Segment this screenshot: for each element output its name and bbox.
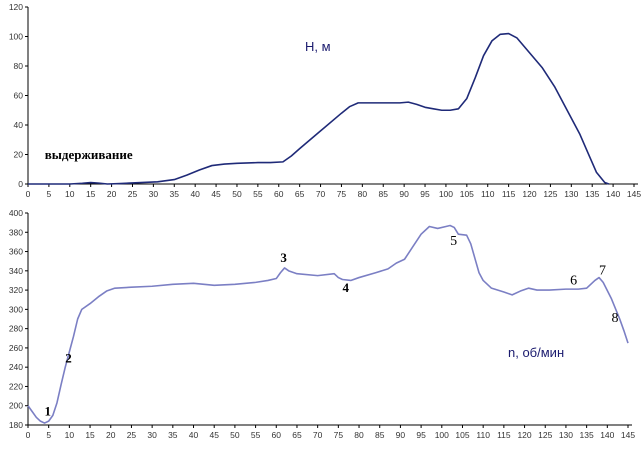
height-x-tick-label: 45	[211, 189, 221, 199]
rpm-x-tick-label: 105	[455, 430, 469, 440]
rpm-x-tick-label: 120	[517, 430, 531, 440]
rpm-x-tick-label: 135	[580, 430, 594, 440]
rpm-y-tick-label: 380	[9, 227, 23, 237]
rpm-x-tick-label: 65	[292, 430, 302, 440]
rpm-y-tick-label: 240	[9, 362, 23, 372]
rpm-x-tick-label: 115	[497, 430, 511, 440]
height-x-tick-label: 55	[253, 189, 263, 199]
height-x-tick-label: 120	[522, 189, 536, 199]
rpm-y-tick-label: 200	[9, 401, 23, 411]
height-x-tick-label: 75	[337, 189, 347, 199]
rpm-y-tick-label: 300	[9, 304, 23, 314]
rpm-annotation: 7	[599, 264, 606, 279]
height-x-tick-label: 5	[47, 189, 52, 199]
rpm-y-tick-label: 400	[9, 208, 23, 218]
rpm-x-tick-label: 50	[230, 430, 240, 440]
rpm-x-tick-label: 5	[46, 430, 51, 440]
rpm-x-tick-label: 140	[600, 430, 614, 440]
height-x-tick-label: 115	[502, 189, 516, 199]
height-x-tick-label: 95	[420, 189, 430, 199]
height-x-tick-label: 35	[170, 189, 180, 199]
rpm-x-tick-label: 20	[106, 430, 116, 440]
height-unit-label: H, м	[305, 39, 331, 54]
height-x-tick-label: 90	[399, 189, 409, 199]
rpm-y-tick-label: 220	[9, 381, 23, 391]
height-x-tick-label: 110	[481, 189, 495, 199]
rpm-annotation: 5	[450, 234, 457, 249]
rpm-y-tick-label: 180	[9, 420, 23, 430]
rpm-x-tick-label: 45	[209, 430, 219, 440]
height-x-tick-label: 130	[564, 189, 578, 199]
rpm-y-tick-label: 280	[9, 324, 23, 334]
rpm-annotation: 3	[280, 250, 287, 265]
height-x-tick-label: 70	[316, 189, 326, 199]
height-x-tick-label: 125	[543, 189, 557, 199]
height-x-tick-label: 10	[65, 189, 75, 199]
height-y-tick-label: 120	[9, 2, 23, 12]
height-x-tick-label: 140	[606, 189, 620, 199]
rpm-series-line	[27, 224, 629, 424]
rpm-annotation: 2	[65, 350, 72, 365]
height-x-tick-label: 100	[439, 189, 453, 199]
height-x-tick-label: 30	[149, 189, 159, 199]
height-y-tick-label: 60	[14, 91, 24, 101]
height-x-tick-label: 0	[26, 189, 31, 199]
rpm-x-tick-label: 40	[189, 430, 199, 440]
height-y-tick-label: 80	[14, 61, 24, 71]
rpm-x-tick-label: 95	[416, 430, 426, 440]
rpm-unit-label: n, об/мин	[508, 345, 564, 360]
height-x-tick-label: 65	[295, 189, 305, 199]
rpm-x-tick-label: 85	[375, 430, 385, 440]
rpm-annotation: 6	[570, 273, 577, 288]
rpm-x-tick-label: 110	[476, 430, 490, 440]
height-x-tick-label: 25	[128, 189, 138, 199]
rpm-y-tick-label: 340	[9, 266, 23, 276]
rpm-x-tick-label: 0	[26, 430, 31, 440]
rpm-x-tick-label: 90	[396, 430, 406, 440]
rpm-x-tick-label: 30	[147, 430, 157, 440]
height-x-tick-label: 105	[460, 189, 474, 199]
height-x-tick-label: 20	[107, 189, 117, 199]
rpm-y-tick-label: 360	[9, 247, 23, 257]
rpm-x-tick-label: 125	[538, 430, 552, 440]
rpm-y-tick-label: 260	[9, 343, 23, 353]
height-x-tick-label: 135	[585, 189, 599, 199]
height-x-tick-label: 15	[86, 189, 96, 199]
height-annotation: выдерживание	[45, 147, 133, 162]
rpm-x-tick-label: 75	[334, 430, 344, 440]
rpm-x-tick-label: 80	[354, 430, 364, 440]
rpm-x-tick-label: 130	[559, 430, 573, 440]
rpm-annotation: 4	[342, 280, 349, 295]
rpm-x-tick-label: 35	[168, 430, 178, 440]
height-y-tick-label: 20	[14, 150, 24, 160]
rpm-x-tick-label: 55	[251, 430, 261, 440]
height-x-tick-label: 50	[232, 189, 242, 199]
rpm-x-tick-label: 145	[621, 430, 635, 440]
height-x-tick-label: 60	[274, 189, 284, 199]
rpm-x-tick-label: 100	[435, 430, 449, 440]
rpm-x-tick-label: 70	[313, 430, 323, 440]
height-y-tick-label: 100	[9, 32, 23, 42]
height-x-tick-label: 145	[627, 189, 641, 199]
rpm-y-tick-label: 320	[9, 285, 23, 295]
rpm-annotation: 8	[611, 311, 618, 326]
height-x-tick-label: 40	[190, 189, 200, 199]
height-y-tick-label: 0	[18, 179, 23, 189]
rpm-x-tick-label: 10	[65, 430, 75, 440]
rpm-x-tick-label: 15	[85, 430, 95, 440]
rpm-x-tick-label: 60	[272, 430, 282, 440]
rpm-x-tick-label: 25	[127, 430, 137, 440]
height-x-tick-label: 85	[379, 189, 389, 199]
height-series-line	[28, 32, 610, 185]
rpm-annotation: 1	[45, 403, 52, 418]
height-y-tick-label: 40	[14, 120, 24, 130]
height-x-tick-label: 80	[358, 189, 368, 199]
height-chart: 0 20 40 60 80 100 120 0 5 10 15 20 25 30 35 40 45 50 55 60 6…	[9, 2, 642, 199]
